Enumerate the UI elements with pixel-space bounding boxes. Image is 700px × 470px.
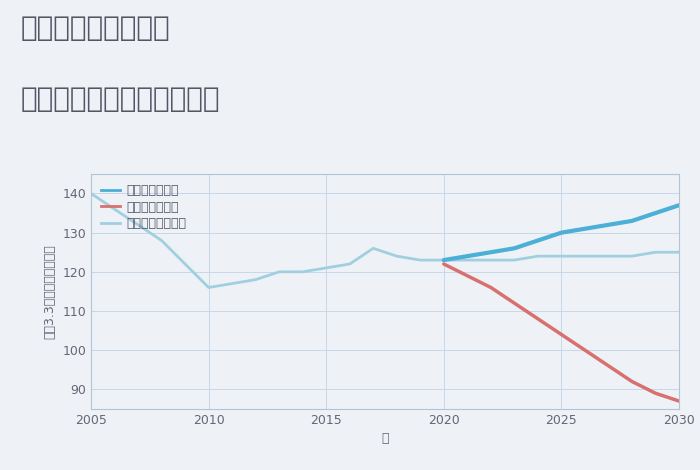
グッドシナリオ bbox=[510, 245, 519, 251]
グッドシナリオ bbox=[463, 253, 472, 259]
グッドシナリオ bbox=[628, 218, 636, 224]
ノーマルシナリオ bbox=[675, 250, 683, 255]
Text: 三重県桑名市西方の: 三重県桑名市西方の bbox=[21, 14, 171, 42]
バッドシナリオ bbox=[486, 285, 495, 290]
グッドシナリオ bbox=[581, 226, 589, 232]
ノーマルシナリオ bbox=[604, 253, 612, 259]
バッドシナリオ bbox=[675, 398, 683, 404]
Legend: グッドシナリオ, バッドシナリオ, ノーマルシナリオ: グッドシナリオ, バッドシナリオ, ノーマルシナリオ bbox=[97, 180, 190, 234]
ノーマルシナリオ bbox=[416, 257, 424, 263]
ノーマルシナリオ bbox=[557, 253, 566, 259]
Text: 中古マンションの価格推移: 中古マンションの価格推移 bbox=[21, 85, 221, 113]
ノーマルシナリオ bbox=[134, 222, 142, 227]
バッドシナリオ bbox=[440, 261, 448, 267]
ノーマルシナリオ bbox=[298, 269, 307, 274]
グッドシナリオ bbox=[651, 210, 659, 216]
ノーマルシナリオ bbox=[346, 261, 354, 267]
ノーマルシナリオ bbox=[204, 285, 213, 290]
ノーマルシナリオ bbox=[228, 281, 237, 286]
Line: ノーマルシナリオ: ノーマルシナリオ bbox=[91, 194, 679, 288]
Line: バッドシナリオ: バッドシナリオ bbox=[444, 264, 679, 401]
ノーマルシナリオ bbox=[322, 265, 330, 271]
X-axis label: 年: 年 bbox=[382, 432, 388, 445]
ノーマルシナリオ bbox=[463, 257, 472, 263]
ノーマルシナリオ bbox=[251, 277, 260, 282]
バッドシナリオ bbox=[557, 332, 566, 337]
バッドシナリオ bbox=[604, 363, 612, 368]
ノーマルシナリオ bbox=[181, 261, 189, 267]
ノーマルシナリオ bbox=[486, 257, 495, 263]
グッドシナリオ bbox=[557, 230, 566, 235]
グッドシナリオ bbox=[486, 250, 495, 255]
バッドシナリオ bbox=[628, 379, 636, 384]
ノーマルシナリオ bbox=[533, 253, 542, 259]
ノーマルシナリオ bbox=[440, 257, 448, 263]
グッドシナリオ bbox=[604, 222, 612, 227]
ノーマルシナリオ bbox=[158, 238, 166, 243]
ノーマルシナリオ bbox=[581, 253, 589, 259]
バッドシナリオ bbox=[651, 391, 659, 396]
グッドシナリオ bbox=[675, 203, 683, 208]
グッドシナリオ bbox=[533, 238, 542, 243]
Line: グッドシナリオ: グッドシナリオ bbox=[444, 205, 679, 260]
バッドシナリオ bbox=[463, 273, 472, 279]
ノーマルシナリオ bbox=[87, 191, 95, 196]
Y-axis label: 坪（3.3㎡）単価（万円）: 坪（3.3㎡）単価（万円） bbox=[43, 244, 57, 339]
バッドシナリオ bbox=[581, 347, 589, 353]
ノーマルシナリオ bbox=[275, 269, 284, 274]
ノーマルシナリオ bbox=[628, 253, 636, 259]
グッドシナリオ bbox=[440, 257, 448, 263]
ノーマルシナリオ bbox=[111, 206, 119, 212]
ノーマルシナリオ bbox=[369, 245, 377, 251]
ノーマルシナリオ bbox=[510, 257, 519, 263]
ノーマルシナリオ bbox=[393, 253, 401, 259]
バッドシナリオ bbox=[533, 316, 542, 321]
バッドシナリオ bbox=[510, 300, 519, 306]
ノーマルシナリオ bbox=[651, 250, 659, 255]
